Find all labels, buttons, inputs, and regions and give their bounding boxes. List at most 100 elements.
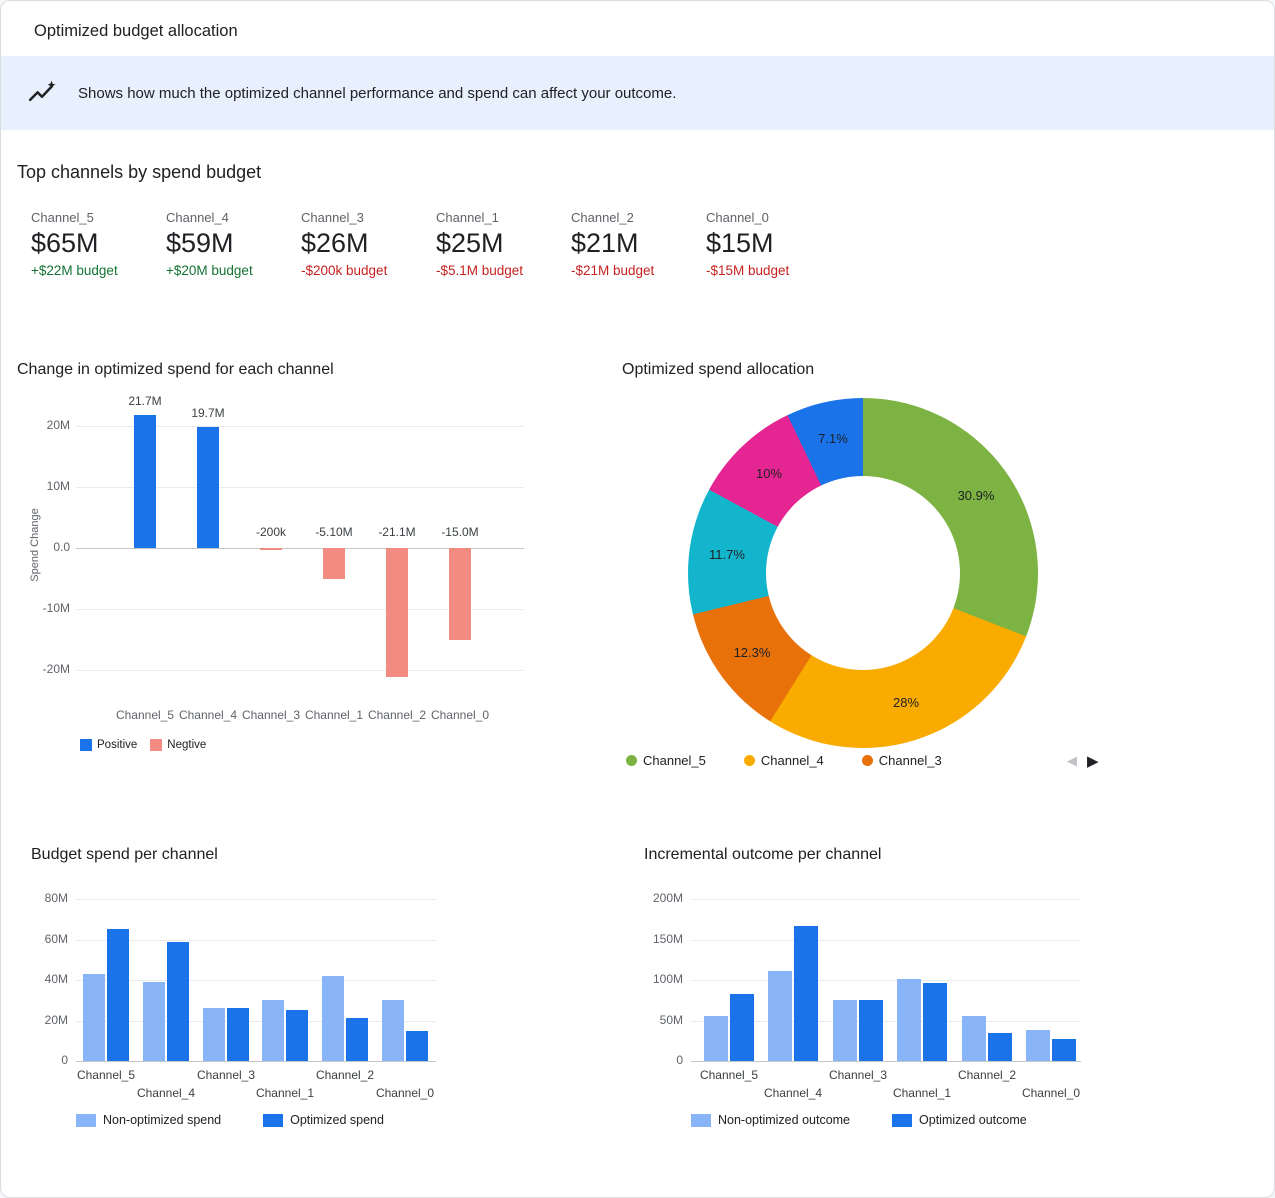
channel-delta: +$22M budget: [31, 263, 118, 278]
bar-value-label: -15.0M: [441, 525, 479, 539]
legend-item[interactable]: Optimized outcome: [892, 1113, 1027, 1127]
legend-item[interactable]: Channel_3: [861, 753, 942, 768]
channel-card: Channel_2 $21M -$21M budget: [571, 209, 706, 278]
channel-delta: -$5.1M budget: [436, 263, 524, 278]
gridline: [76, 980, 436, 981]
legend-dot: [626, 755, 637, 766]
bar-value-label: 19.7M: [191, 406, 225, 420]
gridline: [76, 670, 524, 671]
donut-next-button[interactable]: ▶: [1087, 753, 1099, 770]
channel-card: Channel_5 $65M +$22M budget: [31, 209, 166, 278]
legend-swatch: [80, 739, 92, 751]
gridline: [76, 940, 436, 941]
bar-channel_0-optimized: [1052, 1039, 1076, 1061]
channel-name: Channel_3: [301, 210, 364, 225]
bar-channel_2: [386, 548, 408, 677]
gridline: [691, 1021, 1081, 1022]
channel-delta: -$200k budget: [301, 263, 388, 278]
gridline: [76, 1061, 436, 1062]
channel-value: $15M: [706, 228, 774, 258]
spend-change-legend: Positive Negtive: [80, 739, 206, 751]
x-tick-label: Channel_1: [304, 708, 364, 722]
bar-channel_2-optimized: [346, 1018, 368, 1061]
legend-label: Negtive: [167, 739, 207, 751]
channel-value: $59M: [166, 228, 234, 258]
x-tick-label: Channel_4: [763, 1086, 823, 1100]
bar-channel_3-non-optimized: [203, 1008, 225, 1061]
donut-hole: [766, 476, 960, 670]
bar-channel_4-optimized: [794, 926, 818, 1061]
bar-channel_3-optimized: [859, 1000, 883, 1061]
legend-label: Optimized spend: [290, 1113, 384, 1127]
slice-label: 10%: [755, 466, 783, 481]
y-tick-label: 50M: [659, 1013, 683, 1027]
legend-item[interactable]: Non-optimized outcome: [691, 1113, 850, 1127]
bar-channel_2-non-optimized: [322, 976, 344, 1061]
legend-item[interactable]: Positive: [80, 739, 137, 751]
bar-value-label: -21.1M: [378, 525, 416, 539]
gridline: [76, 548, 524, 549]
legend-label: Optimized outcome: [919, 1113, 1027, 1127]
x-tick-label: Channel_2: [367, 708, 427, 722]
bar-channel_2-optimized: [988, 1033, 1012, 1061]
budget-spend-chart-title: Budget spend per channel: [31, 846, 218, 863]
legend-item[interactable]: Non-optimized spend: [76, 1113, 221, 1127]
legend-item[interactable]: Optimized spend: [263, 1113, 384, 1127]
donut-prev-button[interactable]: ◀: [1067, 753, 1077, 768]
bar-channel_0-optimized: [406, 1031, 428, 1061]
bar-channel_4-non-optimized: [768, 971, 792, 1061]
legend-label: Non-optimized spend: [103, 1113, 222, 1127]
x-tick-label: Channel_3: [196, 1068, 256, 1082]
legend-item[interactable]: Negtive: [150, 739, 206, 751]
channel-value: $26M: [301, 228, 369, 258]
legend-swatch: [263, 1113, 284, 1127]
legend-item[interactable]: Channel_4: [743, 753, 824, 768]
bar-channel_5-non-optimized: [83, 974, 105, 1061]
channel-card: Channel_1 $25M -$5.1M budget: [436, 209, 571, 278]
y-tick-label: 80M: [44, 891, 68, 905]
x-tick-label: Channel_3: [828, 1068, 888, 1082]
channel-name: Channel_5: [31, 210, 94, 225]
spend-change-chart-title: Change in optimized spend for each chann…: [17, 361, 334, 378]
legend-label: Non-optimized outcome: [718, 1113, 851, 1127]
bar-channel_0-non-optimized: [382, 1000, 404, 1061]
channel-name: Channel_4: [166, 210, 229, 225]
y-tick-label: 0: [676, 1053, 683, 1067]
bar-channel_3-optimized: [227, 1008, 249, 1061]
gridline: [76, 899, 436, 900]
y-tick-label: 40M: [44, 972, 68, 986]
x-tick-label: Channel_1: [892, 1086, 952, 1100]
y-tick-label: 150M: [652, 932, 683, 946]
slice-label: 28%: [892, 695, 920, 710]
bar-value-label: -5.10M: [315, 525, 353, 539]
spend-allocation-chart-title: Optimized spend allocation: [622, 361, 815, 378]
x-tick-label: Channel_0: [430, 708, 490, 722]
bar-channel_1-optimized: [923, 983, 947, 1061]
bar-channel_3-non-optimized: [833, 1000, 857, 1061]
gridline: [76, 426, 524, 427]
y-tick-label: 0: [61, 1053, 68, 1067]
chart-legend: Non-optimized outcome Optimized outcome: [691, 1113, 1027, 1127]
gridline: [691, 899, 1081, 900]
donut-legend: Channel_5 Channel_4 Channel_3: [626, 753, 942, 768]
y-tick-label: 200M: [652, 891, 683, 905]
bar-value-label: -200k: [255, 525, 287, 539]
gridline: [691, 940, 1081, 941]
slice-label: 7.1%: [818, 431, 848, 446]
y-tick-label: 20M: [44, 1013, 68, 1027]
x-tick-label: Channel_4: [178, 708, 238, 722]
legend-item[interactable]: Channel_5: [626, 753, 706, 768]
legend-label: Channel_4: [760, 753, 824, 768]
legend-swatch: [892, 1113, 913, 1127]
bar-channel_0-non-optimized: [1026, 1030, 1050, 1061]
gridline: [76, 487, 524, 488]
channel-card: Channel_0 $15M -$15M budget: [706, 209, 841, 278]
bar-channel_1-optimized: [286, 1010, 308, 1061]
x-tick-label: Channel_3: [241, 708, 301, 722]
bar-channel_0: [449, 548, 471, 640]
channel-card: Channel_4 $59M +$20M budget: [166, 209, 301, 278]
bar-channel_5: [134, 415, 156, 548]
bar-channel_5-non-optimized: [704, 1016, 728, 1061]
x-tick-label: Channel_2: [957, 1068, 1017, 1082]
